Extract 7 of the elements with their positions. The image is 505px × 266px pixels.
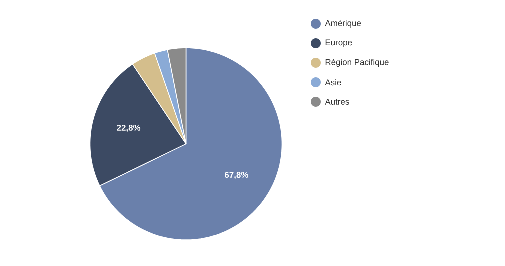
data-label: 22,8% xyxy=(117,124,141,132)
legend-label: Région Pacifique xyxy=(326,59,389,67)
data-label: 67,8% xyxy=(225,172,248,180)
legend-label: Asie xyxy=(325,79,342,86)
legend-label: Europe xyxy=(326,40,352,48)
legend-label: Amérique xyxy=(325,20,362,28)
legend-label: Autres xyxy=(325,99,350,105)
